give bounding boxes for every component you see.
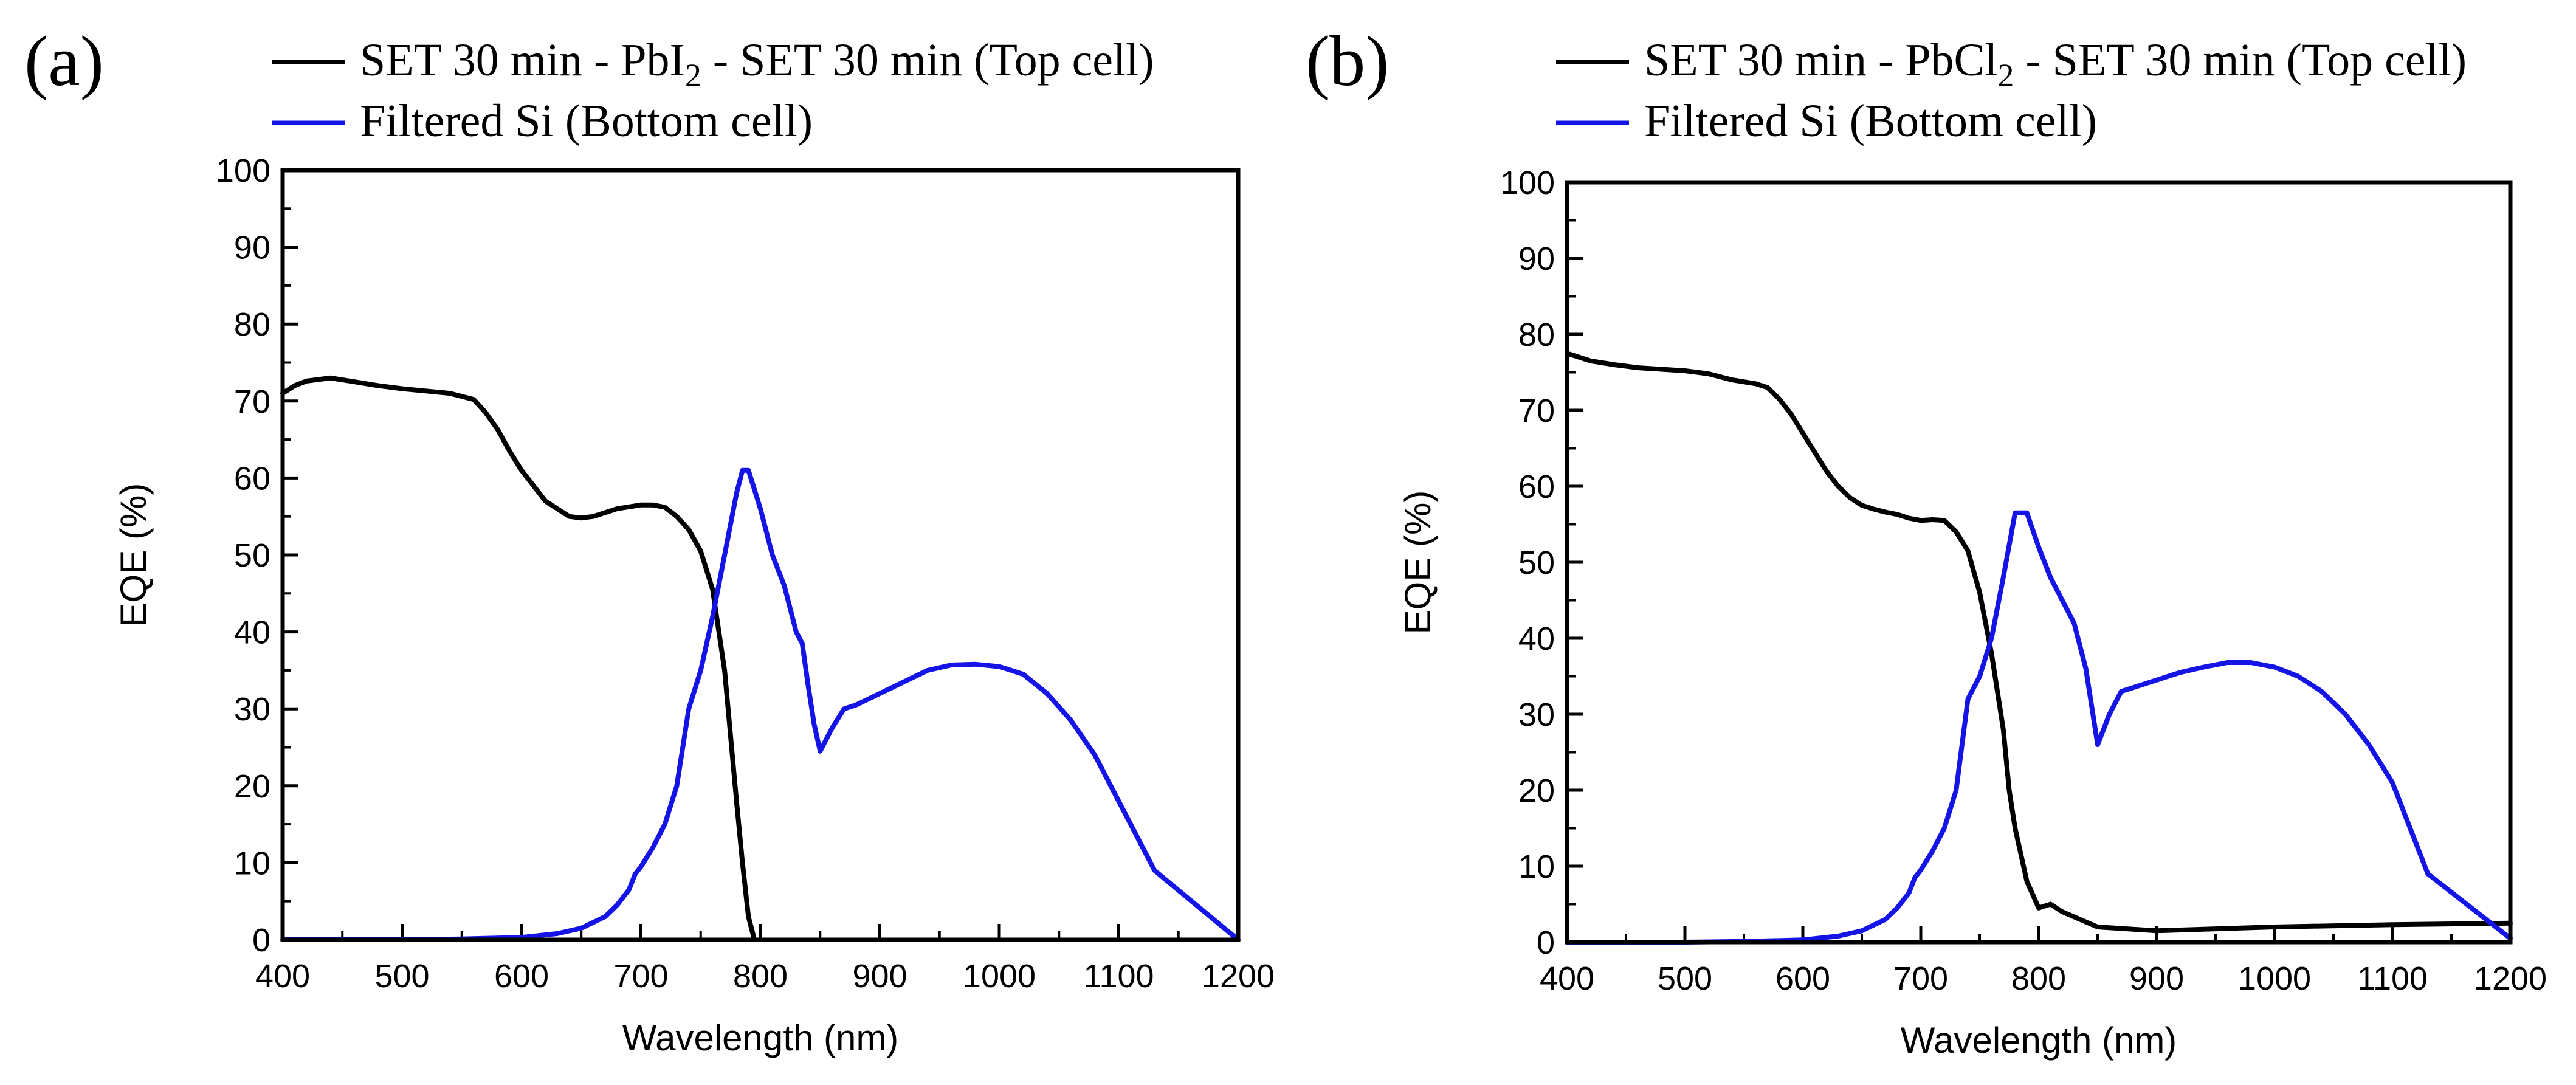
legend-label-bottom-cell: Filtered Si (Bottom cell) [360,95,813,146]
x-tick-labels: 400 500 600 700 800 900 1000 1100 1200 [1540,960,2547,997]
x-tick-label: 700 [1893,960,1948,997]
x-axis-label: Wavelength (nm) [1901,1020,2177,1061]
y-tick-label: 80 [234,306,270,343]
series-line-top [1565,351,2513,934]
axis-ticks [1565,181,2512,944]
plot-frame [1565,180,2513,945]
x-tick-label: 1000 [963,958,1036,994]
legend: SET 30 min - PbCl2 - SET 30 min (Top cel… [1556,35,2467,146]
x-tick-label: 1000 [2238,960,2311,997]
y-tick-label: 10 [234,845,270,881]
x-tick-label: 600 [1775,960,1830,997]
y-tick-label: 70 [234,384,270,420]
legend: SET 30 min - PbI2 - SET 30 min (Top cell… [272,35,1154,146]
y-tick-label: 50 [234,537,270,574]
plot-frame [280,168,1241,942]
y-tick-label: 100 [216,153,270,189]
y-tick-label: 70 [1518,393,1555,429]
y-tick-label: 40 [234,615,270,651]
chart-panel-a: (a) SET 30 min - PbI2 - SET 30 min (Top … [24,21,1275,1058]
y-tick-label: 90 [234,230,270,266]
x-tick-label: 500 [374,958,429,994]
x-axis-label: Wavelength (nm) [622,1018,899,1058]
y-tick-label: 40 [1518,621,1555,657]
series-group [280,375,1241,942]
x-tick-label: 500 [1658,960,1712,997]
legend-label-top-cell: SET 30 min - PbCl2 - SET 30 min (Top cel… [1644,35,2467,94]
axis-ticks [281,168,1240,942]
x-tick-label: 1100 [1083,958,1154,994]
y-tick-label: 20 [234,768,270,805]
y-tick-label: 100 [1500,165,1555,201]
y-tick-label: 60 [1518,469,1555,505]
x-tick-label: 700 [613,958,668,994]
x-tick-label: 800 [2011,960,2066,997]
y-tick-label: 20 [1518,773,1555,809]
x-tick-label: 900 [2129,960,2184,997]
panel-label: (a) [24,21,104,101]
y-tick-labels: 0 10 20 30 40 50 60 70 80 90 100 [1500,165,1555,961]
x-tick-label: 600 [494,958,549,994]
y-tick-label: 30 [1518,697,1555,733]
panel-label: (b) [1306,21,1390,101]
x-tick-label: 800 [733,958,788,994]
legend-label-bottom-cell: Filtered Si (Bottom cell) [1644,95,2097,146]
y-tick-label: 80 [1518,317,1555,353]
y-tick-label: 90 [1518,241,1555,277]
y-tick-label: 50 [1518,545,1555,581]
series-line-bottom [280,467,1241,942]
x-tick-label: 1200 [2474,960,2547,997]
y-axis-label: EQE (%) [1397,491,1438,635]
x-tick-label: 900 [852,958,907,994]
y-tick-label: 30 [234,691,270,728]
x-tick-label: 400 [1540,960,1594,997]
x-tick-label: 400 [255,958,310,994]
x-tick-label: 1200 [1202,958,1275,994]
x-tick-label: 1100 [2357,960,2428,997]
y-tick-labels: 0 10 20 30 40 50 60 70 80 90 100 [216,153,270,959]
y-tick-label: 60 [234,460,270,497]
series-group [1565,351,2513,945]
y-tick-label: 0 [252,922,270,959]
series-line-bottom [1565,510,2513,945]
y-tick-label: 10 [1518,849,1555,885]
chart-panel-b: (b) SET 30 min - PbCl2 - SET 30 min (Top… [1306,21,2547,1061]
x-tick-labels: 400 500 600 700 800 900 1000 1100 1200 [255,958,1275,994]
legend-label-top-cell: SET 30 min - PbI2 - SET 30 min (Top cell… [360,35,1154,94]
series-line-top [280,375,757,942]
y-tick-label: 0 [1537,925,1555,961]
y-axis-label: EQE (%) [113,483,154,627]
